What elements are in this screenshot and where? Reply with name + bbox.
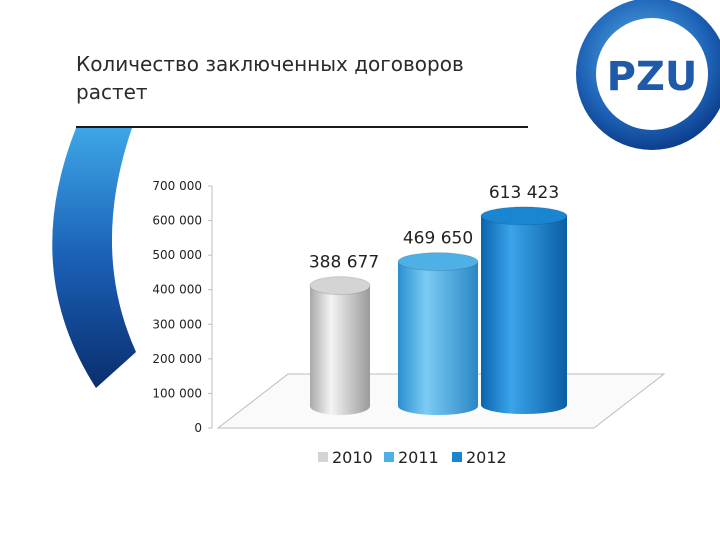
y-tick-label: 600 000 (152, 214, 202, 228)
bar-body (398, 261, 478, 415)
slide-title: Количество заключенных договоров растет (76, 52, 464, 104)
y-tick-label: 0 (194, 421, 202, 435)
data-label: 388 677 (309, 253, 379, 273)
y-tick-label: 700 000 (152, 179, 202, 193)
legend-swatch (452, 452, 462, 462)
bar-2011: 469 650 (397, 229, 479, 415)
data-label: 469 650 (403, 229, 473, 249)
y-tick-label: 400 000 (152, 283, 202, 297)
legend-swatch (384, 452, 394, 462)
pzu-logo: PZU (576, 0, 720, 150)
legend-label: 2010 (332, 448, 373, 467)
bar-top (480, 206, 568, 226)
data-label: 613 423 (489, 183, 559, 203)
logo-text: PZU (607, 54, 698, 100)
bar-top (397, 252, 479, 272)
bar-body (310, 285, 370, 415)
y-tick-label: 300 000 (152, 317, 202, 331)
y-axis: 0 100 000 200 000 300 000 400 000 500 000 600 … (152, 179, 213, 435)
bar-body (481, 215, 567, 414)
legend-label: 2011 (398, 448, 439, 467)
title-underline (76, 126, 528, 128)
y-tick-label: 200 000 (152, 352, 202, 366)
legend-swatch (318, 452, 328, 462)
y-tick-label: 500 000 (152, 248, 202, 262)
y-tick-label: 100 000 (152, 386, 202, 400)
legend-label: 2012 (466, 448, 507, 467)
bar-top (309, 276, 371, 296)
bars: 388 677 469 650 613 423 (309, 183, 568, 415)
bar-2010: 388 677 (309, 253, 379, 415)
legend: 2010 2011 2012 (318, 448, 507, 467)
bar-2012: 613 423 (480, 183, 568, 414)
